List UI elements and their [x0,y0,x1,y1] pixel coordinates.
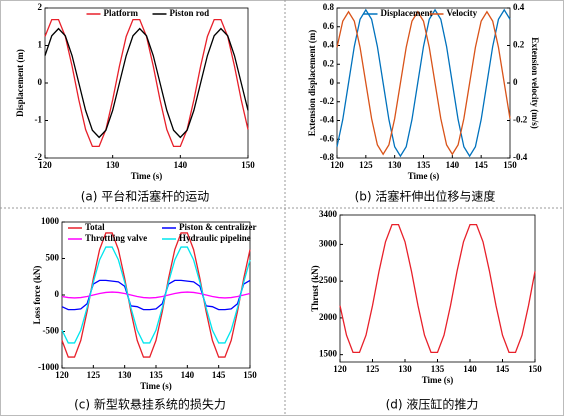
x-tick-label: 135 [417,160,431,170]
x-tick-label: 130 [106,160,120,170]
y-tick-label: 3000 [319,238,338,248]
y-tick-label: -500 [43,326,60,336]
legend-label: Platform [104,8,139,18]
y-tick-label: -1000 [38,362,59,372]
y2-tick-label: 0 [513,77,518,87]
x-tick-label: 145 [474,160,488,170]
x-tick-label: 150 [528,364,542,374]
caption: (c) 新型软悬挂系统的损失力 [74,397,226,412]
y-tick-label: 0 [55,289,60,299]
x-tick-label: 125 [359,160,373,170]
x-tick-label: 130 [118,370,132,380]
y-axis-label: Extension displacement (m) [307,30,317,137]
legend-label: Velocity [447,8,478,18]
x-tick-label: 140 [446,160,460,170]
y2-tick-label: 0.4 [513,2,525,12]
x-tick-label: 120 [55,370,69,380]
plot-frame [339,214,536,363]
y2-tick-label: 0.2 [513,40,525,50]
x-tick-label: 150 [243,370,257,380]
x-axis-label: Time (s) [131,171,163,181]
y-tick-label: 2 [38,2,43,12]
caption: (d) 液压缸的推力 [386,397,479,412]
y-tick-label: 2500 [319,275,338,285]
y-axis-label: Loss force (kN) [32,266,42,325]
y-tick-label: -2 [35,152,43,162]
y-tick-label: -0.8 [320,152,335,162]
x-tick-label: 120 [333,364,347,374]
series-line [44,18,249,148]
x-axis-label: Time (s) [408,171,440,181]
x-tick-label: 120 [330,160,344,170]
y-tick-label: 0.8 [323,2,335,12]
x-axis-label: Time (s) [140,381,172,391]
x-tick-label: 120 [38,160,52,170]
legend-label: Hydraulic pipeline [179,233,251,243]
x-tick-label: 135 [149,370,163,380]
y-tick-label: 1 [38,40,43,50]
y-tick-label: 0 [330,77,335,87]
series-line [336,8,511,158]
x-tick-label: 150 [241,160,255,170]
y-tick-label: 2000 [319,312,338,322]
x-tick-label: 135 [431,364,445,374]
y-axis-label: Thrust (kN) [310,265,320,311]
y-tick-label: -0.4 [320,115,335,125]
y-tick-label: 3400 [319,209,338,219]
x-tick-label: 130 [398,364,412,374]
x-tick-label: 140 [463,364,477,374]
y-tick-label: -0.6 [320,133,335,143]
caption: (a) 平台和活塞杆的运动 [81,189,210,204]
y-tick-label: 0.4 [323,40,335,50]
y2-tick-label: -0.4 [513,152,528,162]
y2-tick-label: -0.2 [513,115,528,125]
plot-frame [336,7,511,159]
y-tick-label: -1 [35,115,43,125]
series-line [61,291,251,299]
legend-label: Displacement [381,8,433,18]
y-tick-label: 0.2 [323,58,335,68]
series-line [336,10,511,156]
series-line [339,223,536,354]
legend-label: Total [85,222,105,232]
x-tick-label: 130 [388,160,402,170]
x-tick-label: 125 [366,364,380,374]
y-tick-label: -0.2 [320,96,335,106]
series-line [61,246,251,344]
y-tick-label: 1500 [319,349,338,359]
series-line [44,27,249,139]
x-tick-label: 145 [212,370,226,380]
legend-label: Throttling valve [85,233,147,243]
y-axis-label: Displacement (m) [15,49,25,117]
y2-axis-label: Extension velocity (m/s) [530,37,540,129]
x-tick-label: 140 [174,160,188,170]
legend-label: Piston & centralizer [179,222,256,232]
y-tick-label: 0 [38,77,43,87]
y-tick-label: 1000 [41,216,60,226]
x-axis-label: Time (s) [422,375,454,385]
x-tick-label: 145 [496,364,510,374]
x-tick-label: 140 [181,370,195,380]
legend-label: Piston rod [170,8,210,18]
y-tick-label: 500 [46,253,60,263]
x-tick-label: 150 [503,160,517,170]
y-tick-label: 0.6 [323,21,335,31]
x-tick-label: 125 [87,370,101,380]
caption: (b) 活塞杆伸出位移与速度 [355,189,496,204]
series-line [61,232,251,358]
